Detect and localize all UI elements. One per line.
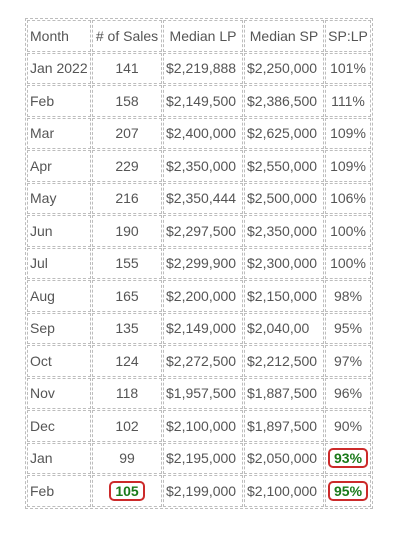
sales-count-cell: 118 [92, 377, 162, 409]
median-lp-cell: $2,100,000 [163, 410, 243, 442]
month-cell: Apr [27, 150, 91, 182]
month-cell: Sep [27, 312, 91, 344]
sales-count-cell: 190 [92, 215, 162, 247]
month-cell: Oct [27, 345, 91, 377]
sales-count-cell: 141 [92, 52, 162, 84]
median-sp-cell: $2,386,500 [244, 85, 324, 117]
sales-count-cell: 229 [92, 150, 162, 182]
month-cell: Aug [27, 280, 91, 312]
table-row: Jun 190 $2,297,500 $2,350,000 100% [27, 215, 372, 247]
sales-count-cell: 105 [92, 475, 162, 507]
median-lp-cell: $2,297,500 [163, 215, 243, 247]
sp-lp-cell: 96% [325, 377, 372, 409]
sp-lp-cell: 93% [325, 442, 372, 474]
median-sp-cell: $2,350,000 [244, 215, 324, 247]
table-row: Nov 118 $1,957,500 $1,887,500 96% [27, 377, 372, 409]
median-sp-cell: $1,887,500 [244, 377, 324, 409]
sp-lp-cell: 95% [325, 475, 372, 507]
sp-lp-cell: 109% [325, 117, 372, 149]
median-lp-cell: $2,199,000 [163, 475, 243, 507]
median-sp-cell: $2,100,000 [244, 475, 324, 507]
median-sp-cell: $2,150,000 [244, 280, 324, 312]
month-cell: Jan [27, 442, 91, 474]
monthly-sales-table: Month # of Sales Median LP Median SP SP:… [25, 18, 374, 509]
table-row: May 216 $2,350,444 $2,500,000 106% [27, 182, 372, 214]
sp-lp-cell: 100% [325, 215, 372, 247]
month-cell: Jan 2022 [27, 52, 91, 84]
sales-count-cell: 158 [92, 85, 162, 117]
highlighted-value: 93% [328, 448, 369, 469]
median-lp-cell: $2,219,888 [163, 52, 243, 84]
header-month: Month [27, 20, 91, 52]
table-row: Jan 99 $2,195,000 $2,050,000 93% [27, 442, 372, 474]
median-lp-cell: $2,149,500 [163, 85, 243, 117]
table-body: Month # of Sales Median LP Median SP SP:… [27, 20, 372, 507]
sp-lp-cell: 100% [325, 247, 372, 279]
table-header-row: Month # of Sales Median LP Median SP SP:… [27, 20, 372, 52]
median-lp-cell: $2,299,900 [163, 247, 243, 279]
median-lp-cell: $2,195,000 [163, 442, 243, 474]
month-cell: Nov [27, 377, 91, 409]
month-cell: Feb [27, 85, 91, 117]
median-lp-cell: $2,149,000 [163, 312, 243, 344]
median-lp-cell: $2,350,000 [163, 150, 243, 182]
median-lp-cell: $2,350,444 [163, 182, 243, 214]
header-sp-lp-ratio: SP:LP [325, 20, 372, 52]
table-row: Aug 165 $2,200,000 $2,150,000 98% [27, 280, 372, 312]
sales-count-cell: 165 [92, 280, 162, 312]
sales-count-cell: 207 [92, 117, 162, 149]
median-sp-cell: $2,300,000 [244, 247, 324, 279]
table-row: Feb 158 $2,149,500 $2,386,500 111% [27, 85, 372, 117]
table-row: Jan 2022 141 $2,219,888 $2,250,000 101% [27, 52, 372, 84]
sales-count-cell: 102 [92, 410, 162, 442]
highlighted-value: 105 [109, 480, 145, 501]
median-lp-cell: $2,272,500 [163, 345, 243, 377]
median-sp-cell: $1,897,500 [244, 410, 324, 442]
sp-lp-cell: 106% [325, 182, 372, 214]
median-lp-cell: $2,400,000 [163, 117, 243, 149]
table-row: Oct 124 $2,272,500 $2,212,500 97% [27, 345, 372, 377]
sp-lp-cell: 97% [325, 345, 372, 377]
table-row: Jul 155 $2,299,900 $2,300,000 100% [27, 247, 372, 279]
month-cell: Jul [27, 247, 91, 279]
sales-count-cell: 135 [92, 312, 162, 344]
header-median-sale-price: Median SP [244, 20, 324, 52]
median-lp-cell: $2,200,000 [163, 280, 243, 312]
sp-lp-cell: 101% [325, 52, 372, 84]
month-cell: Dec [27, 410, 91, 442]
median-sp-cell: $2,625,000 [244, 117, 324, 149]
month-cell: Feb [27, 475, 91, 507]
sp-lp-cell: 109% [325, 150, 372, 182]
sp-lp-cell: 90% [325, 410, 372, 442]
table-row: Dec 102 $2,100,000 $1,897,500 90% [27, 410, 372, 442]
median-sp-cell: $2,250,000 [244, 52, 324, 84]
median-sp-cell: $2,212,500 [244, 345, 324, 377]
month-cell: May [27, 182, 91, 214]
median-sp-cell: $2,050,000 [244, 442, 324, 474]
table-row: Sep 135 $2,149,000 $2,040,00 95% [27, 312, 372, 344]
sales-count-cell: 216 [92, 182, 162, 214]
table-row: Apr 229 $2,350,000 $2,550,000 109% [27, 150, 372, 182]
header-number-of-sales: # of Sales [92, 20, 162, 52]
table-row: Mar 207 $2,400,000 $2,625,000 109% [27, 117, 372, 149]
sp-lp-cell: 98% [325, 280, 372, 312]
month-cell: Mar [27, 117, 91, 149]
sp-lp-cell: 111% [325, 85, 372, 117]
table-row: Feb 105 $2,199,000 $2,100,000 95% [27, 475, 372, 507]
sp-lp-cell: 95% [325, 312, 372, 344]
median-sp-cell: $2,500,000 [244, 182, 324, 214]
median-lp-cell: $1,957,500 [163, 377, 243, 409]
sales-count-cell: 155 [92, 247, 162, 279]
header-median-list-price: Median LP [163, 20, 243, 52]
highlighted-value: 95% [328, 480, 369, 501]
sales-count-cell: 99 [92, 442, 162, 474]
sales-count-cell: 124 [92, 345, 162, 377]
median-sp-cell: $2,040,00 [244, 312, 324, 344]
median-sp-cell: $2,550,000 [244, 150, 324, 182]
month-cell: Jun [27, 215, 91, 247]
